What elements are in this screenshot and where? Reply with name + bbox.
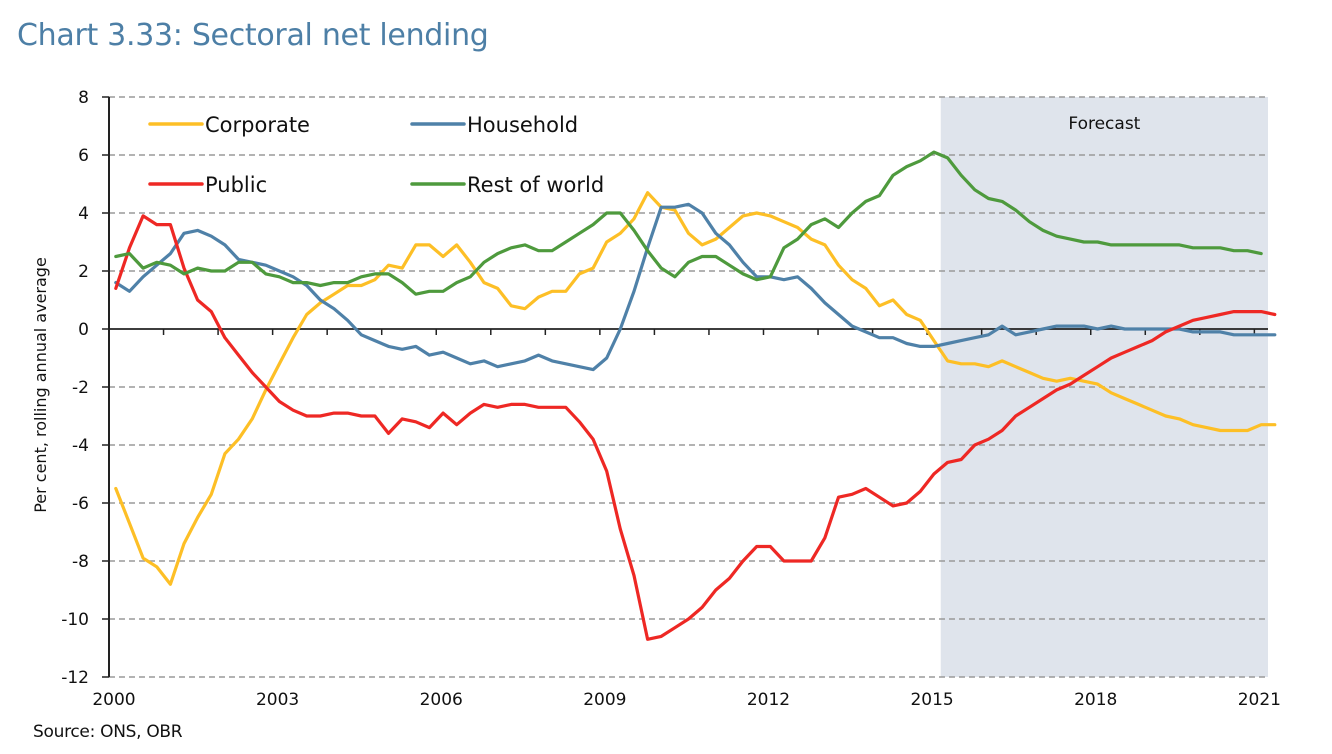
x-tick-label: 2015 (910, 690, 953, 710)
y-axis-label: Per cent, rolling annual average (31, 257, 50, 513)
source-note: Source: ONS, OBR (33, 722, 183, 742)
y-tick-label: -2 (72, 378, 89, 398)
legend-label-corporate: Corporate (205, 113, 310, 137)
x-tick-label: 2021 (1238, 690, 1281, 710)
x-tick-label: 2000 (92, 690, 135, 710)
legend-label-household: Household (467, 113, 578, 137)
x-tick-label: 2006 (420, 690, 463, 710)
series-line-corporate (114, 191, 1277, 586)
y-tick-label: -8 (72, 552, 89, 572)
y-tick-label: -10 (61, 610, 89, 630)
y-tick-label: -6 (72, 494, 89, 514)
y-tick-label: 0 (78, 320, 89, 340)
forecast-label: Forecast (1068, 114, 1140, 134)
series-line-rest-of-world (114, 150, 1263, 296)
y-tick-label: -12 (61, 668, 89, 688)
x-tick-label: 2009 (583, 690, 626, 710)
legend-label-public: Public (205, 173, 267, 197)
series-lines (114, 150, 1277, 641)
chart-title: Chart 3.33: Sectoral net lending (17, 18, 489, 53)
y-tick-label: -4 (72, 436, 89, 456)
x-tick-labels: 2000 2003 2006 2009 2012 2015 2018 2021 (92, 690, 1281, 710)
x-tick-label: 2003 (256, 690, 299, 710)
x-tick-label: 2012 (747, 690, 790, 710)
y-tick-labels: 8 6 4 2 0 -2 -4 -6 -8 -10 -12 (61, 88, 89, 688)
x-tick-label: 2018 (1074, 690, 1117, 710)
y-tick-label: 4 (78, 204, 89, 224)
legend-label-rest-of-world: Rest of world (467, 173, 604, 197)
y-tick-label: 8 (78, 88, 89, 108)
series-line-public (114, 214, 1277, 641)
y-tick-label: 2 (78, 262, 89, 282)
legend: Corporate Household Public Rest of world (148, 113, 604, 197)
series-line-household (114, 202, 1277, 372)
gridlines (109, 96, 1268, 678)
axes (102, 96, 1268, 678)
y-tick-label: 6 (78, 146, 89, 166)
